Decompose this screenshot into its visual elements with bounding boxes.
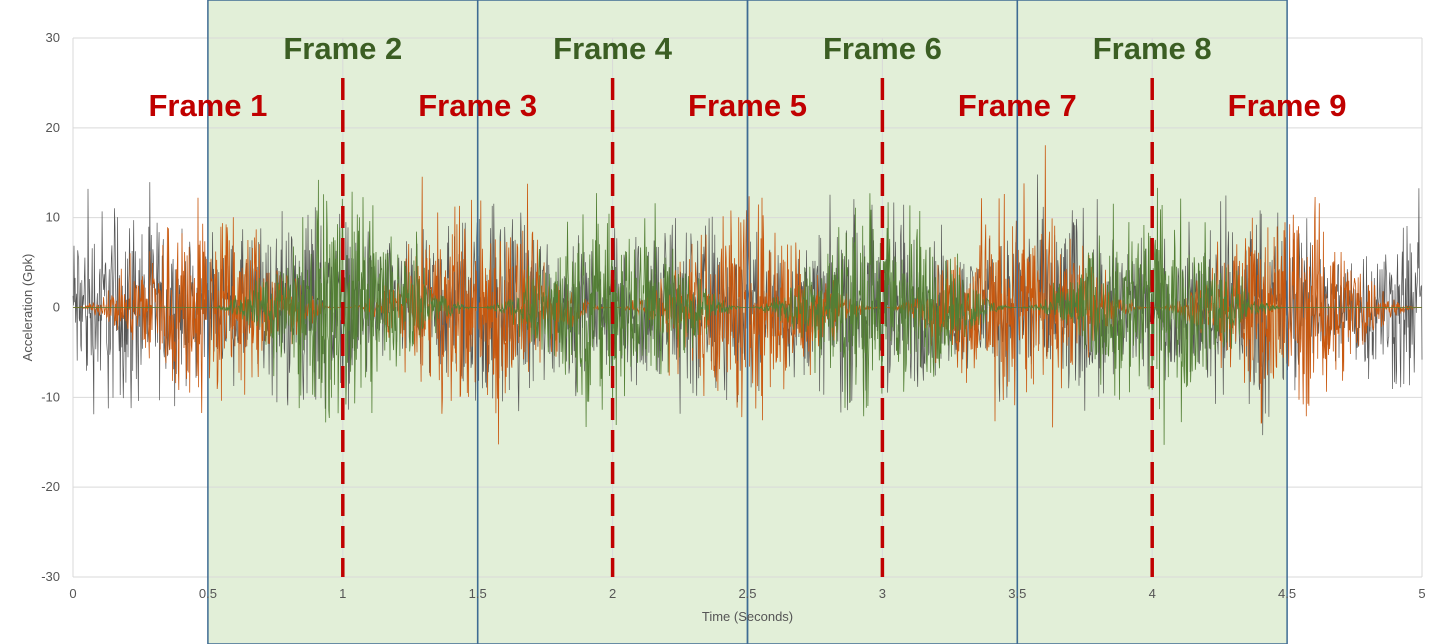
- x-tick-label: 5: [1418, 586, 1425, 601]
- x-tick-label: 4: [1149, 586, 1156, 601]
- y-tick-label: 0: [53, 300, 60, 315]
- frame-label-odd: Frame 1: [148, 88, 267, 123]
- y-tick-label: -30: [41, 569, 60, 584]
- frame-label-even: Frame 4: [553, 31, 673, 66]
- frame-label-odd: Frame 9: [1228, 88, 1347, 123]
- x-tick-label: 0.5: [199, 586, 217, 601]
- y-tick-label: -20: [41, 479, 60, 494]
- x-tick-label: 4.5: [1278, 586, 1296, 601]
- x-tick-label: 1.5: [469, 586, 487, 601]
- y-tick-label: 20: [46, 120, 60, 135]
- frame-label-odd: Frame 7: [958, 88, 1077, 123]
- x-tick-label: 3.5: [1008, 586, 1026, 601]
- frame-labels: Frame 2 Frame 4 Frame 6 Frame 8 Frame 1 Frame…: [148, 31, 1346, 123]
- x-tick-label: 2: [609, 586, 616, 601]
- axis-ticks: 30 20 10 0 -10 -20 -30 0 0.5 1 1.5 2 2.5 3 3.5 4 4.5 5: [41, 30, 1425, 601]
- x-tick-label: 0: [69, 586, 76, 601]
- y-tick-label: 10: [46, 210, 60, 225]
- frame-label-odd: Frame 3: [418, 88, 537, 123]
- x-tick-label: 3: [879, 586, 886, 601]
- y-axis-title: Acceleration (Gpk): [20, 254, 35, 362]
- frame-label-even: Frame 6: [823, 31, 942, 66]
- x-axis-title: Time (Seconds): [702, 609, 793, 624]
- x-tick-label: 2.5: [738, 586, 756, 601]
- even-frame-borders: [207, 0, 1288, 644]
- frame-label-odd: Frame 5: [688, 88, 807, 123]
- frame-label-even: Frame 8: [1093, 31, 1212, 66]
- frame-boundary-lines: [341, 78, 1154, 577]
- x-tick-label: 1: [339, 586, 346, 601]
- frame-label-even: Frame 2: [283, 31, 402, 66]
- y-tick-label: 30: [46, 30, 60, 45]
- frame-border-8: [1016, 0, 1288, 644]
- y-tick-label: -10: [41, 389, 60, 404]
